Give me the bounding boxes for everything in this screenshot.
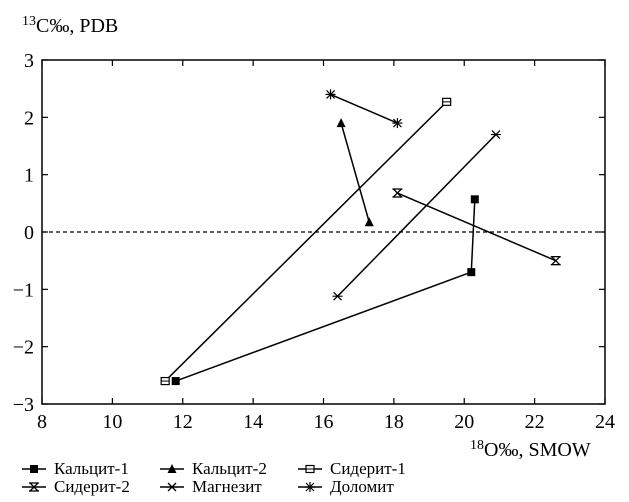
data-point bbox=[550, 256, 561, 266]
y-tick-label: −1 bbox=[13, 279, 34, 301]
legend-item: Кальцит-2 bbox=[160, 459, 267, 478]
series-line bbox=[340, 122, 370, 223]
series-line bbox=[164, 101, 448, 382]
x-tick-label: 18 bbox=[384, 411, 404, 433]
data-point bbox=[336, 118, 346, 128]
series-line bbox=[330, 93, 398, 124]
legend-item: Магнезит bbox=[160, 477, 262, 496]
marker-shape bbox=[467, 268, 476, 277]
series-5 bbox=[332, 130, 501, 301]
x-tick-label: 10 bbox=[102, 411, 122, 433]
y-tick-label: 3 bbox=[24, 50, 34, 72]
y-tick-label: 0 bbox=[24, 222, 34, 244]
data-point bbox=[490, 130, 501, 139]
y-axis-label: 13C‰, PDB bbox=[22, 14, 118, 37]
y-axis-label-text: C‰, PDB bbox=[36, 15, 118, 37]
legend-item: Сидерит-2 bbox=[22, 477, 130, 496]
marker-shape bbox=[305, 482, 315, 492]
legend-label: Сидерит-1 bbox=[330, 459, 406, 478]
marker-shape bbox=[392, 118, 402, 128]
data-point bbox=[171, 377, 180, 386]
legend-label: Кальцит-1 bbox=[54, 459, 129, 478]
x-tick-label: 16 bbox=[314, 411, 334, 433]
series-line bbox=[397, 192, 557, 262]
y-tick-label: −3 bbox=[13, 394, 34, 416]
legend-label: Магнезит bbox=[192, 477, 262, 496]
series-line bbox=[337, 134, 497, 297]
marker-shape bbox=[326, 89, 335, 99]
series-1 bbox=[171, 195, 479, 386]
data-point bbox=[332, 291, 343, 301]
data-point bbox=[470, 195, 479, 204]
marker-filled-triangle bbox=[167, 464, 177, 473]
series-4 bbox=[392, 188, 561, 266]
legend-item: Сидерит-1 bbox=[298, 459, 406, 478]
x-axis-label-sup: 18 bbox=[470, 438, 484, 453]
x-tick-label: 8 bbox=[37, 411, 47, 433]
legend: Кальцит-1 Кальцит-2 Сидерит-1 Сидерит-2 Магн… bbox=[22, 459, 406, 496]
marker-x-cross bbox=[167, 482, 177, 492]
data-point bbox=[325, 89, 336, 100]
marker-shape bbox=[171, 377, 180, 386]
marker-asterisk-box bbox=[29, 482, 39, 492]
x-axis-label-text: O‰, SMOW bbox=[484, 439, 591, 461]
marker-shape bbox=[336, 118, 346, 128]
series-line bbox=[175, 199, 476, 382]
y-axis-label-sup: 13 bbox=[22, 14, 36, 29]
legend-item: Кальцит-1 bbox=[22, 459, 129, 478]
marker-shape bbox=[470, 195, 479, 204]
marker-shape bbox=[392, 188, 402, 198]
series-3 bbox=[160, 97, 452, 386]
marker-filled-square bbox=[30, 465, 38, 473]
y-tick-label: 2 bbox=[24, 107, 34, 129]
marker-shape bbox=[551, 256, 561, 266]
marker-shape bbox=[29, 482, 39, 492]
data-point bbox=[467, 268, 476, 277]
series-2 bbox=[336, 118, 374, 227]
data-point bbox=[364, 217, 374, 227]
marker-shape bbox=[364, 217, 374, 227]
data-point bbox=[160, 376, 170, 386]
data-point bbox=[442, 97, 452, 106]
series-layer bbox=[160, 89, 561, 386]
legend-label: Кальцит-2 bbox=[192, 459, 267, 478]
marker-star bbox=[305, 482, 315, 492]
legend-label: Сидерит-2 bbox=[54, 477, 130, 496]
series-6 bbox=[325, 89, 403, 129]
legend-label: Доломит bbox=[330, 477, 394, 496]
marker-shape bbox=[167, 464, 177, 473]
data-point bbox=[392, 188, 403, 198]
x-tick-label: 24 bbox=[595, 411, 615, 433]
x-tick-label: 12 bbox=[173, 411, 193, 433]
data-point bbox=[392, 118, 403, 129]
y-tick-label: 1 bbox=[24, 165, 34, 187]
x-tick-label: 22 bbox=[525, 411, 545, 433]
axis-ticks bbox=[41, 59, 606, 405]
x-tick-label: 20 bbox=[454, 411, 474, 433]
marker-open-square bbox=[305, 464, 315, 474]
y-tick-label: −2 bbox=[13, 337, 34, 359]
marker-shape bbox=[30, 465, 38, 473]
legend-item: Доломит bbox=[298, 477, 394, 496]
x-tick-label: 14 bbox=[243, 411, 263, 433]
x-axis-label: 18O‰, SMOW bbox=[470, 438, 591, 461]
